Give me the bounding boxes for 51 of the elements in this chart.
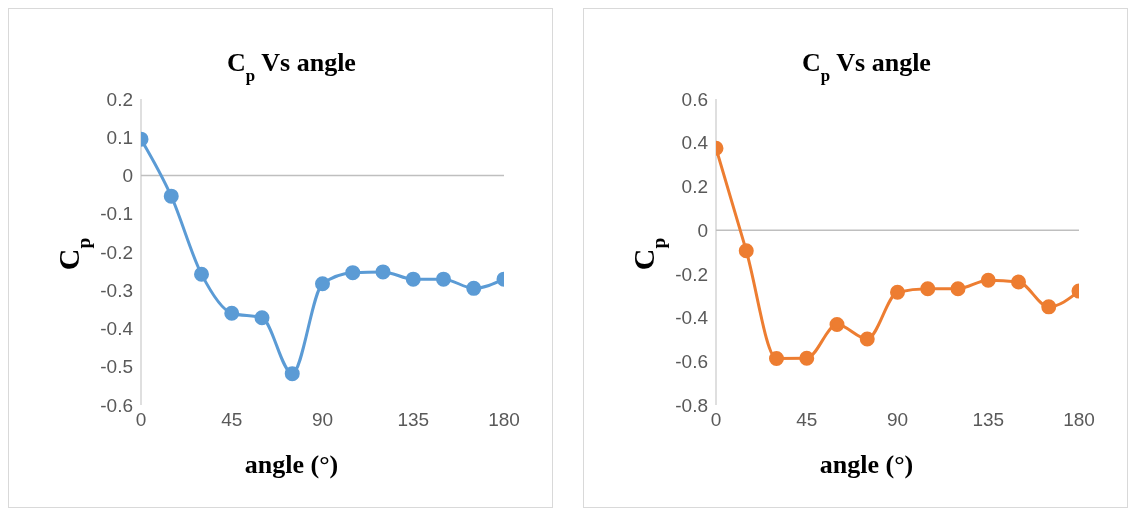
- point: [345, 265, 361, 281]
- point: [1041, 299, 1057, 315]
- y-tick-label: -0.4: [675, 307, 709, 329]
- x-tick-label: 90: [886, 409, 909, 431]
- point: [920, 281, 936, 297]
- point: [1011, 274, 1026, 290]
- point: [405, 271, 421, 287]
- point: [738, 243, 754, 259]
- point: [769, 350, 784, 366]
- point: [315, 276, 330, 292]
- x-tick-label: 180: [488, 409, 520, 431]
- y-tick-label: -0.2: [675, 263, 708, 285]
- y-tick-label: -0.3: [100, 279, 133, 301]
- y-tick-label: -0.8: [675, 394, 708, 416]
- y-tick-label: 0.2: [106, 88, 133, 110]
- chart-title: C$_{p}$ Vs angle: [227, 48, 356, 85]
- y-tick-label: 0.2: [681, 176, 708, 198]
- point: [980, 272, 996, 288]
- x-axis-title: angle (°): [819, 450, 914, 479]
- y-tick-label: -0.5: [100, 356, 133, 378]
- y-tick-label: 0: [697, 219, 708, 241]
- point: [859, 331, 875, 347]
- y-tick-label: -0.1: [100, 203, 133, 225]
- point: [436, 271, 451, 287]
- y-tick-label: -0.6: [675, 351, 708, 373]
- y-tick-label: -0.2: [100, 241, 133, 263]
- y-tick-label: -0.6: [100, 394, 133, 416]
- x-tick-label: 135: [397, 409, 430, 431]
- point: [224, 305, 240, 321]
- y-tick-label: 0: [122, 165, 133, 187]
- chart-title: C$_{p}$ Vs angle: [802, 48, 931, 85]
- x-tick-label: 45: [221, 409, 243, 431]
- point: [375, 264, 391, 280]
- x-tick-label: 135: [972, 409, 1005, 431]
- x-tick-label: 90: [311, 409, 334, 431]
- point: [799, 350, 815, 366]
- point: [284, 366, 300, 382]
- point: [254, 310, 270, 326]
- x-tick-label: 45: [796, 409, 818, 431]
- point: [890, 284, 905, 300]
- point: [466, 280, 482, 296]
- point: [950, 281, 966, 297]
- y-tick-label: 0.6: [681, 88, 708, 110]
- y-tick-label: -0.4: [100, 318, 134, 340]
- point: [194, 266, 209, 282]
- x-tick-label: 180: [1063, 409, 1095, 431]
- point: [163, 188, 179, 204]
- point: [829, 317, 845, 333]
- x-axis-title: angle (°): [244, 450, 339, 479]
- y-tick-label: 0.4: [681, 132, 709, 154]
- y-tick-label: 0.1: [106, 126, 133, 148]
